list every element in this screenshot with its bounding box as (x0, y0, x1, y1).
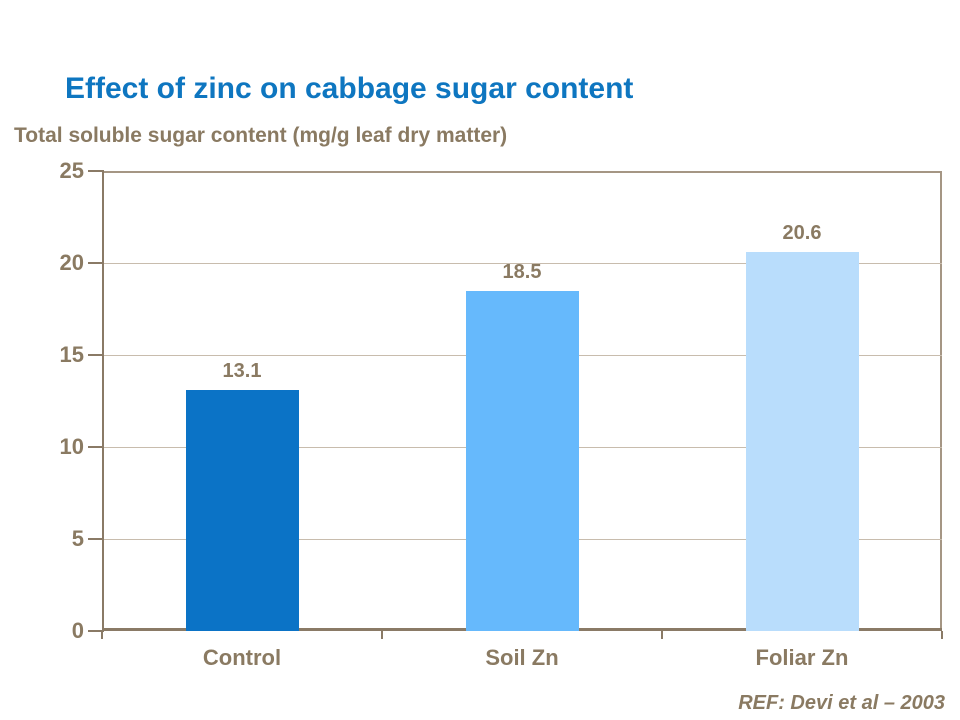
y-tick-label-10: 10 (59, 434, 84, 459)
y-tick-10 (88, 446, 104, 448)
plot-top-border (102, 171, 942, 173)
y-tick-15 (88, 354, 104, 356)
bar-value-label-2: 20.6 (782, 221, 822, 244)
y-tick-label-20: 20 (59, 250, 84, 275)
y-tick-0 (88, 630, 104, 632)
y-tick-label-25: 25 (59, 158, 84, 183)
y-tick-5 (88, 538, 104, 540)
bar-value-label-0: 13.1 (222, 359, 262, 382)
x-tick-3 (941, 631, 943, 639)
plot-area: 0 5 10 15 20 25 13.1 Control 18.5 Soil Zn 20.6 Foli… (60, 160, 943, 670)
x-category-label-0: Control (202, 645, 282, 670)
y-tick-20 (88, 262, 104, 264)
y-tick-label-0: 0 (71, 618, 84, 643)
y-axis-title: Total soluble sugar content (mg/g leaf d… (14, 124, 508, 147)
reference-citation: REF: Devi et al – 2003 (738, 692, 945, 714)
y-tick-label-5: 5 (71, 526, 84, 551)
y-tick-25 (88, 170, 104, 172)
y-tick-label-15: 15 (59, 342, 84, 367)
bar-foliar-zn (745, 251, 859, 631)
x-category-label-2: Foliar Zn (755, 645, 849, 670)
y-axis-line (102, 171, 104, 631)
x-tick-0 (101, 631, 103, 639)
chart-title: Effect of zinc on cabbage sugar content (65, 72, 634, 105)
bar-value-label-1: 18.5 (502, 260, 542, 283)
plot-right-border (940, 171, 942, 631)
bar-control (185, 389, 299, 631)
gridline-20 (102, 262, 942, 264)
x-category-label-1: Soil Zn (485, 645, 559, 670)
x-tick-2 (661, 631, 663, 639)
bar-soil-zn (465, 290, 579, 631)
x-tick-1 (381, 631, 383, 639)
